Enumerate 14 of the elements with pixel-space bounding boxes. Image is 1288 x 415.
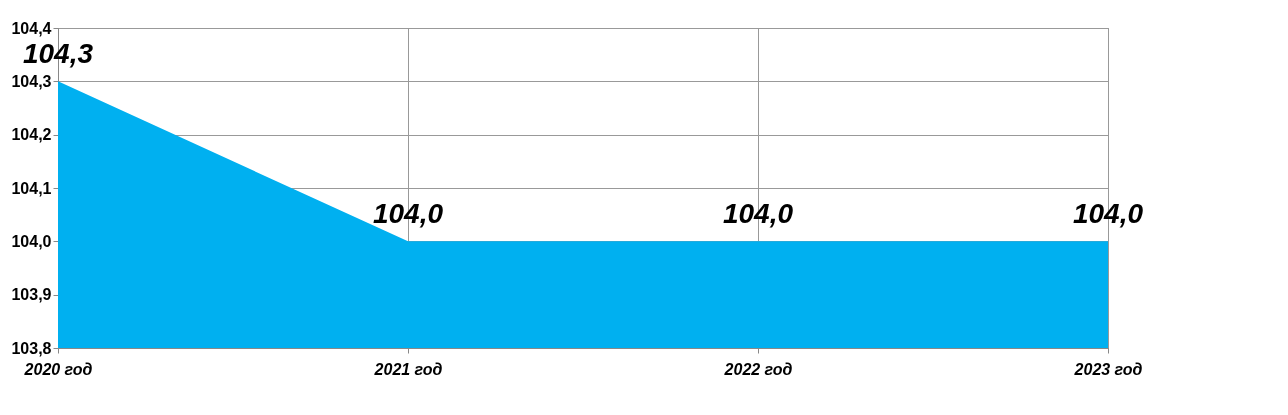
x-tick-label: 2023 год: [1073, 360, 1143, 378]
y-tick-label: 104,3: [11, 72, 52, 90]
y-tick-label: 104,1: [11, 179, 52, 197]
y-tick-label: 104,2: [11, 126, 52, 144]
data-label: 104,0: [1072, 198, 1144, 230]
x-tick-label: 2022 год: [723, 360, 793, 378]
x-tick-label: 2020 год: [23, 360, 93, 378]
y-tick-label: 103,9: [11, 286, 52, 304]
y-tick-label: 104,0: [11, 232, 52, 250]
data-label: 104,0: [372, 198, 444, 230]
y-tick-label: 104,4: [11, 19, 52, 37]
y-tick-label: 103,8: [11, 339, 52, 357]
x-tick-label: 2021 год: [373, 360, 443, 378]
data-label: 104,0: [722, 198, 794, 230]
